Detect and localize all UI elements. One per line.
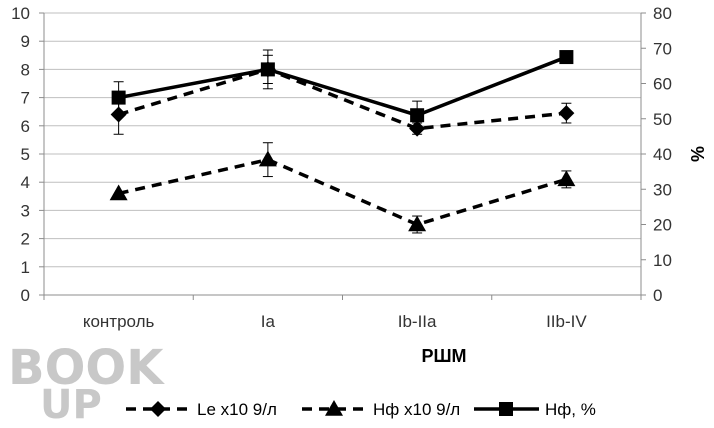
y2-tick-label: 0 <box>653 286 662 305</box>
y-tick-label: 1 <box>21 258 30 277</box>
data-point <box>559 50 574 65</box>
y-tick-label: 5 <box>21 145 30 164</box>
y2-tick-label: 20 <box>653 216 672 235</box>
data-point <box>111 90 126 105</box>
legend-swatch-marker <box>499 402 513 416</box>
x-tick-label: Ia <box>261 312 276 331</box>
y2-tick-label: 30 <box>653 180 672 199</box>
data-point <box>408 215 427 232</box>
y-tick-label: 0 <box>21 286 30 305</box>
legend-label: Нф, % <box>545 400 596 419</box>
y2-tick-label: 80 <box>653 4 672 23</box>
watermark-bottom: UP <box>40 382 102 428</box>
data-point <box>557 170 576 187</box>
x-tick-label: IIb-IV <box>546 312 587 331</box>
legend-item-1: Нф x10 9/л <box>302 400 460 419</box>
series-0 <box>110 54 575 137</box>
data-point <box>558 105 575 122</box>
y-tick-label: 8 <box>21 60 30 79</box>
data-point <box>410 108 425 123</box>
legend: Le x10 9/л Нф x10 9/л Нф, % <box>126 400 596 419</box>
y-tick-label: 10 <box>11 4 30 23</box>
gridlines <box>44 12 641 296</box>
y-tick-label: 7 <box>21 89 30 108</box>
x-tick-label: контроль <box>83 312 155 331</box>
data-point <box>109 184 128 201</box>
data-point <box>110 106 127 123</box>
y-tick-label: 2 <box>21 230 30 249</box>
y2-axis-title: % <box>688 146 708 162</box>
data-point <box>258 150 277 167</box>
legend-swatch-marker <box>150 401 166 417</box>
data-point <box>260 62 275 77</box>
x-tick-label: Ib-IIa <box>398 312 437 331</box>
y2-tick-label: 60 <box>653 75 672 94</box>
series-2 <box>111 49 574 130</box>
legend-item-0: Le x10 9/л <box>126 400 277 419</box>
tick-labels: 0 1 2 3 4 5 6 7 8 9 10 0 10 20 30 40 50 60 70 80 контроль Ia I… <box>11 4 672 331</box>
watermark-top: BOOK <box>8 340 165 396</box>
watermark-logo: BOOK UP <box>8 340 165 428</box>
legend-swatch-marker <box>325 400 343 416</box>
y2-tick-label: 10 <box>653 251 672 270</box>
series-line <box>118 55 568 118</box>
series-line <box>118 157 567 227</box>
axes <box>39 12 646 300</box>
y-tick-label: 6 <box>21 117 30 136</box>
y2-tick-label: 50 <box>653 110 672 129</box>
legend-label: Нф x10 9/л <box>373 400 460 419</box>
legend-label: Le x10 9/л <box>197 400 277 419</box>
series-layer <box>109 49 576 234</box>
y-tick-label: 9 <box>21 32 30 51</box>
y2-tick-label: 70 <box>653 39 672 58</box>
x-axis-title: РШМ <box>421 346 466 366</box>
y-tick-label: 4 <box>21 173 30 192</box>
legend-item-2: Нф, % <box>474 400 596 419</box>
y-tick-label: 3 <box>21 201 30 220</box>
y2-tick-label: 40 <box>653 145 672 164</box>
series-line <box>118 67 567 131</box>
series-1 <box>109 142 576 234</box>
